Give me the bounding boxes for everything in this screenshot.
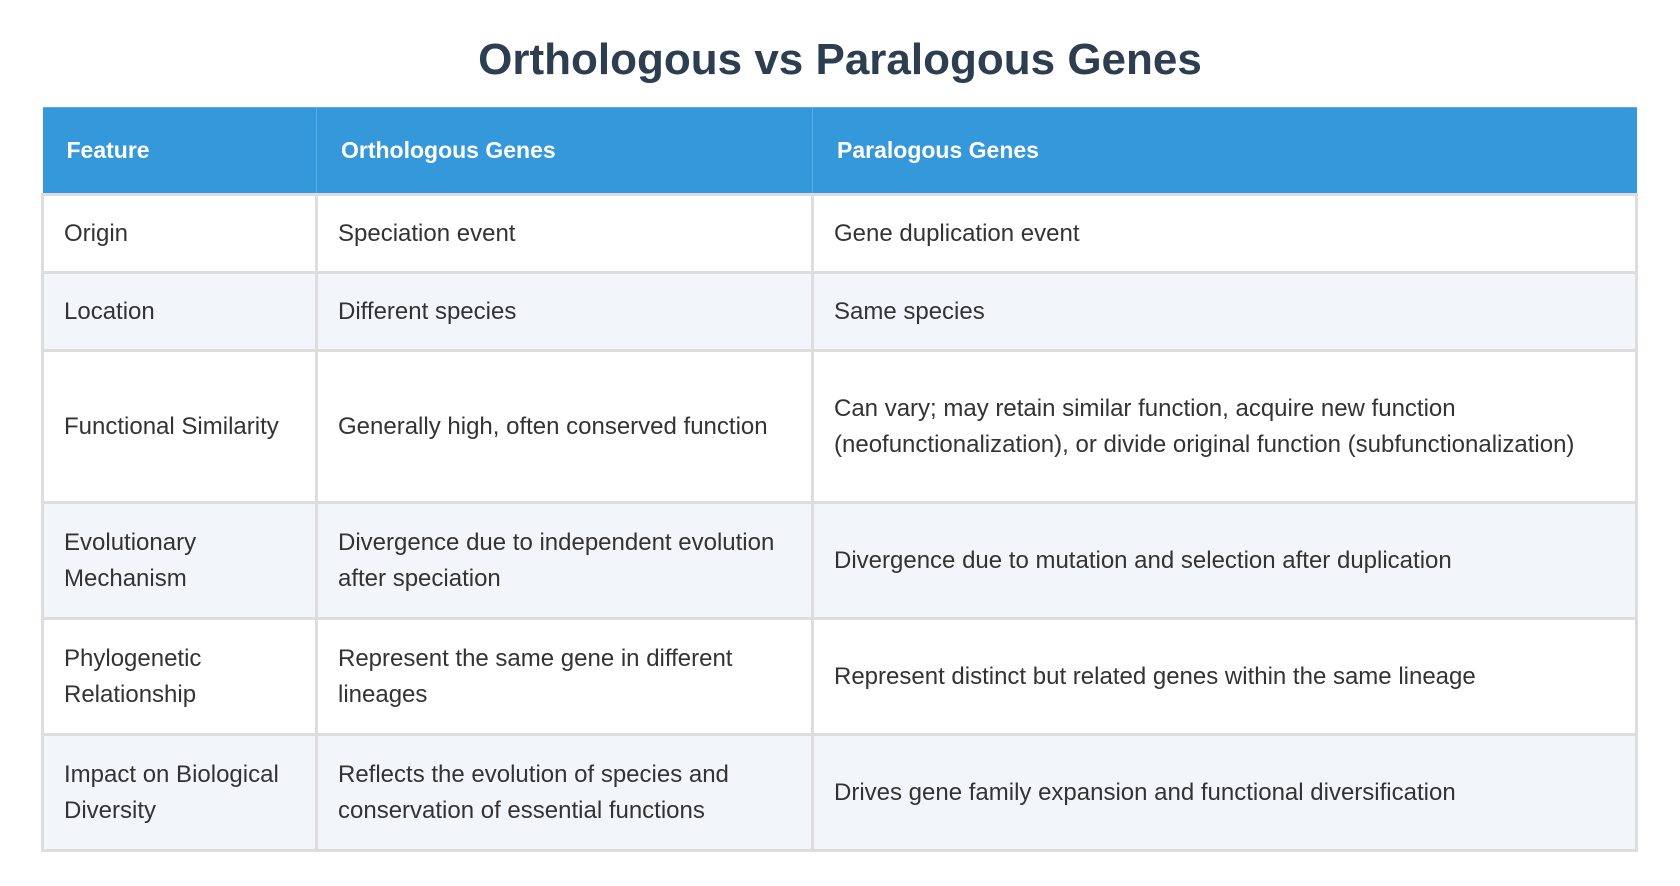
table-row: Functional Similarity Generally high, of… [41, 349, 1638, 504]
comparison-table-container: Feature Orthologous Genes Paralogous Gen… [41, 107, 1638, 852]
table-row: Origin Speciation event Gene duplication… [41, 193, 1638, 274]
table-row: Evolutionary Mechanism Divergence due to… [41, 501, 1638, 620]
cell-paralogous: Gene duplication event [811, 193, 1638, 274]
cell-feature: Impact on Biological Diversity [41, 733, 318, 852]
cell-paralogous: Drives gene family expansion and functio… [811, 733, 1638, 852]
cell-paralogous: Divergence due to mutation and selection… [811, 501, 1638, 620]
table-row: Phylogenetic Relationship Represent the … [41, 617, 1638, 736]
cell-feature: Functional Similarity [41, 349, 318, 504]
cell-orthologous: Divergence due to independent evolution … [315, 501, 814, 620]
cell-orthologous: Generally high, often conserved function [315, 349, 814, 504]
comparison-table: Feature Orthologous Genes Paralogous Gen… [41, 107, 1638, 852]
header-orthologous: Orthologous Genes [316, 107, 813, 195]
header-feature: Feature [42, 107, 317, 195]
table-header: Feature Orthologous Genes Paralogous Gen… [42, 107, 1637, 195]
cell-feature: Origin [41, 193, 318, 274]
cell-orthologous: Speciation event [315, 193, 814, 274]
cell-feature: Location [41, 271, 318, 352]
cell-paralogous: Represent distinct but related genes wit… [811, 617, 1638, 736]
table-body: Origin Speciation event Gene duplication… [41, 193, 1638, 852]
cell-paralogous: Same species [811, 271, 1638, 352]
cell-feature: Phylogenetic Relationship [41, 617, 318, 736]
header-paralogous: Paralogous Genes [812, 107, 1637, 195]
header-row: Feature Orthologous Genes Paralogous Gen… [42, 107, 1637, 195]
cell-orthologous: Represent the same gene in different lin… [315, 617, 814, 736]
table-row: Location Different species Same species [41, 271, 1638, 352]
cell-feature: Evolutionary Mechanism [41, 501, 318, 620]
cell-orthologous: Reflects the evolution of species and co… [315, 733, 814, 852]
cell-paralogous: Can vary; may retain similar function, a… [811, 349, 1638, 504]
cell-orthologous: Different species [315, 271, 814, 352]
table-row: Impact on Biological Diversity Reflects … [41, 733, 1638, 852]
page-title: Orthologous vs Paralogous Genes [478, 35, 1202, 84]
